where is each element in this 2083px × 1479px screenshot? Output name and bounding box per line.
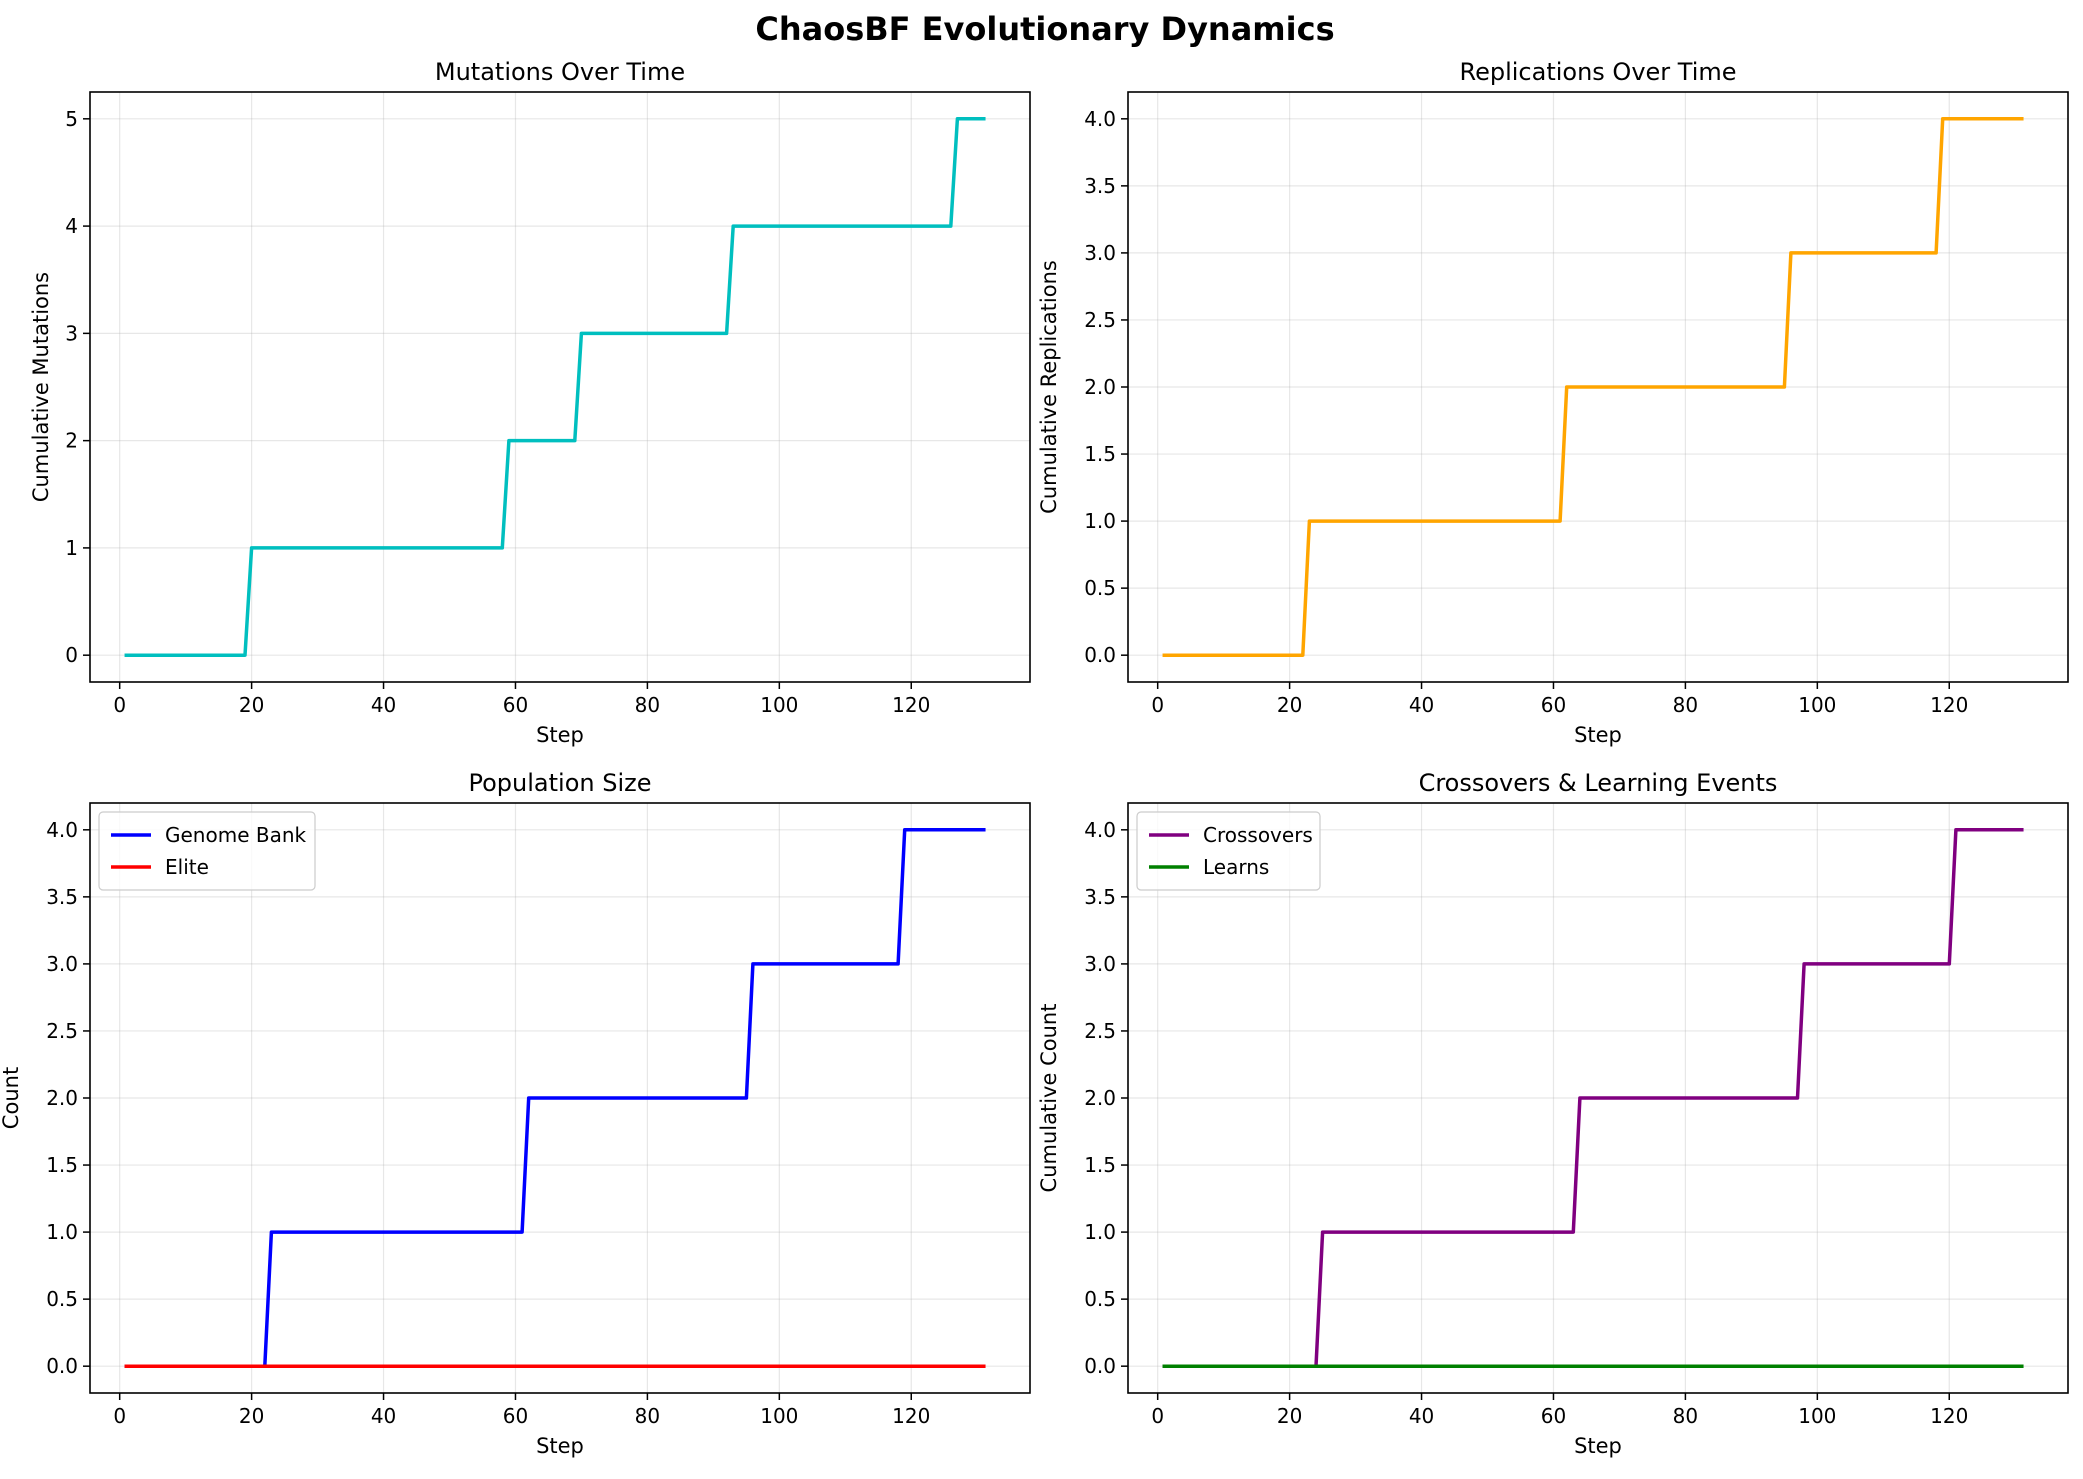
y-axis-label: Cumulative Count	[1037, 1004, 1061, 1193]
x-tick-label: 40	[1409, 693, 1434, 717]
y-tick-label: 2.0	[1084, 375, 1116, 399]
x-axis-label: Step	[1574, 1434, 1622, 1458]
x-tick-label: 40	[1409, 1404, 1434, 1428]
x-axis-label: Step	[1574, 723, 1622, 747]
x-tick-label: 80	[635, 693, 660, 717]
y-tick-label: 3	[65, 321, 78, 345]
y-axis-label: Count	[0, 1067, 23, 1129]
x-tick-label: 100	[760, 693, 798, 717]
legend-label: Elite	[165, 855, 209, 879]
y-tick-label: 0.0	[46, 1354, 78, 1378]
x-tick-label: 20	[1277, 1404, 1302, 1428]
y-tick-label: 3.0	[1084, 241, 1116, 265]
y-tick-label: 4.0	[1084, 107, 1116, 131]
x-tick-label: 40	[371, 1404, 396, 1428]
subplot-4: 0 20 40 60 80 100 120 0.0 0.5 1.0 1.5 2.0 2.5 3.0 3.5 4…	[1037, 769, 2069, 1458]
x-tick-label: 20	[239, 693, 264, 717]
x-axis-label: Step	[536, 723, 584, 747]
x-tick-label: 0	[1151, 693, 1164, 717]
y-tick-label: 4.0	[1084, 818, 1116, 842]
y-tick-label: 1.0	[1084, 509, 1116, 533]
y-tick-label: 1.0	[1084, 1220, 1116, 1244]
x-tick-label: 120	[892, 1404, 930, 1428]
x-tick-label: 80	[1673, 693, 1698, 717]
y-tick-label: 1.5	[1084, 1153, 1116, 1177]
legend-box	[1136, 811, 1321, 891]
x-tick-label: 0	[113, 1404, 126, 1428]
y-tick-label: 1.0	[46, 1220, 78, 1244]
x-tick-label: 80	[635, 1404, 660, 1428]
x-tick-label: 20	[239, 1404, 264, 1428]
series-line-genome-bank	[124, 828, 986, 1368]
legend-label: Learns	[1203, 855, 1269, 879]
legend-box	[98, 811, 316, 891]
y-tick-label: 3.0	[1084, 952, 1116, 976]
y-tick-label: 5	[65, 107, 78, 131]
subplot-title: Crossovers & Learning Events	[1419, 769, 1778, 797]
series-line-crossovers	[1162, 828, 2024, 1368]
x-tick-label: 60	[503, 693, 528, 717]
x-tick-label: 120	[1930, 1404, 1968, 1428]
y-tick-label: 0.0	[1084, 1354, 1116, 1378]
x-tick-label: 120	[892, 693, 930, 717]
x-axis-label: Step	[536, 1434, 584, 1458]
x-tick-label: 60	[1541, 693, 1566, 717]
y-axis-label: Cumulative Replications	[1037, 260, 1061, 514]
x-tick-label: 100	[1798, 1404, 1836, 1428]
y-tick-label: 0	[65, 643, 78, 667]
x-tick-label: 60	[1541, 1404, 1566, 1428]
y-tick-label: 0.5	[46, 1287, 78, 1311]
x-tick-label: 120	[1930, 693, 1968, 717]
subplot-title: Population Size	[469, 769, 652, 797]
x-tick-label: 100	[760, 1404, 798, 1428]
figure-title: ChaosBF Evolutionary Dynamics	[755, 10, 1334, 48]
y-tick-label: 3.5	[1084, 174, 1116, 198]
series-line-1	[1162, 117, 2024, 657]
x-tick-label: 20	[1277, 693, 1302, 717]
x-tick-label: 80	[1673, 1404, 1698, 1428]
subplot-3: 0 20 40 60 80 100 120 0.0 0.5 1.0 1.5 2.0 2.5 3.0 3.5 4…	[0, 769, 1031, 1458]
y-tick-label: 0.5	[1084, 576, 1116, 600]
y-tick-label: 2	[65, 429, 78, 453]
x-tick-label: 0	[113, 693, 126, 717]
x-tick-label: 0	[1151, 1404, 1164, 1428]
y-tick-label: 3.0	[46, 952, 78, 976]
subplot-1: 0 20 40 60 80 100 120 0 1 2 3 4 5 Mutations Over Time…	[29, 58, 1031, 747]
y-tick-label: 1.5	[46, 1153, 78, 1177]
y-tick-label: 3.5	[46, 885, 78, 909]
legend-label: Crossovers	[1203, 823, 1313, 847]
y-tick-label: 1.5	[1084, 442, 1116, 466]
y-tick-label: 2.0	[46, 1086, 78, 1110]
y-tick-label: 0.5	[1084, 1287, 1116, 1311]
x-tick-label: 100	[1798, 693, 1836, 717]
subplot-title: Mutations Over Time	[435, 58, 685, 86]
x-tick-label: 40	[371, 693, 396, 717]
y-tick-label: 2.5	[1084, 308, 1116, 332]
y-tick-label: 2.5	[1084, 1019, 1116, 1043]
legend-label: Genome Bank	[165, 823, 307, 847]
series-line-1	[124, 117, 986, 657]
y-tick-label: 2.0	[1084, 1086, 1116, 1110]
x-tick-label: 60	[503, 1404, 528, 1428]
y-tick-label: 2.5	[46, 1019, 78, 1043]
y-tick-label: 0.0	[1084, 643, 1116, 667]
subplot-title: Replications Over Time	[1459, 58, 1736, 86]
y-tick-label: 4	[65, 214, 78, 238]
y-tick-label: 3.5	[1084, 885, 1116, 909]
plot-area	[90, 92, 1030, 682]
y-axis-label: Cumulative Mutations	[29, 272, 53, 502]
subplot-2: 0 20 40 60 80 100 120 0.0 0.5 1.0 1.5 2.0 2.5 3.0 3.5 4…	[1037, 58, 2069, 747]
axes-frame	[89, 91, 1031, 683]
y-tick-label: 1	[65, 536, 78, 560]
y-tick-label: 4.0	[46, 818, 78, 842]
